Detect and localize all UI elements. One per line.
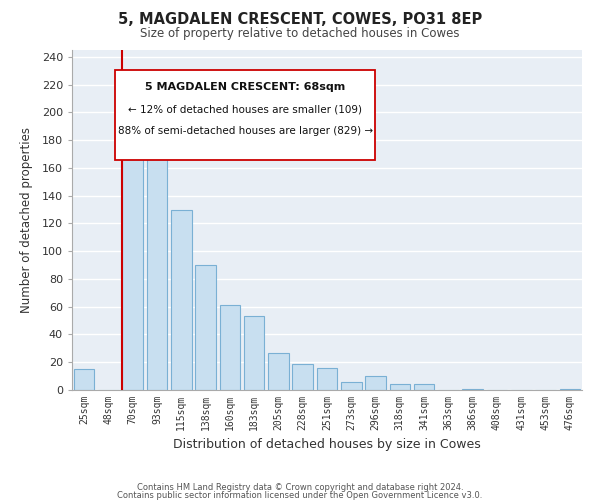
Text: 88% of semi-detached houses are larger (829) →: 88% of semi-detached houses are larger (… xyxy=(118,126,373,136)
Bar xyxy=(463,388,483,390)
Bar xyxy=(341,382,362,390)
Bar xyxy=(74,369,94,390)
FancyBboxPatch shape xyxy=(115,70,376,160)
X-axis label: Distribution of detached houses by size in Cowes: Distribution of detached houses by size … xyxy=(173,438,481,452)
Bar xyxy=(317,368,337,390)
Text: ← 12% of detached houses are smaller (109): ← 12% of detached houses are smaller (10… xyxy=(128,104,362,115)
Bar xyxy=(244,316,265,390)
Bar xyxy=(220,306,240,390)
Text: 5, MAGDALEN CRESCENT, COWES, PO31 8EP: 5, MAGDALEN CRESCENT, COWES, PO31 8EP xyxy=(118,12,482,28)
Y-axis label: Number of detached properties: Number of detached properties xyxy=(20,127,34,313)
Bar xyxy=(560,388,580,390)
Bar xyxy=(389,384,410,390)
Bar xyxy=(268,352,289,390)
Text: Size of property relative to detached houses in Cowes: Size of property relative to detached ho… xyxy=(140,28,460,40)
Text: Contains HM Land Registry data © Crown copyright and database right 2024.: Contains HM Land Registry data © Crown c… xyxy=(137,483,463,492)
Bar xyxy=(365,376,386,390)
Bar xyxy=(122,116,143,390)
Text: 5 MAGDALEN CRESCENT: 68sqm: 5 MAGDALEN CRESCENT: 68sqm xyxy=(145,82,346,92)
Text: Contains public sector information licensed under the Open Government Licence v3: Contains public sector information licen… xyxy=(118,492,482,500)
Bar xyxy=(146,125,167,390)
Bar xyxy=(292,364,313,390)
Bar xyxy=(195,265,216,390)
Bar xyxy=(171,210,191,390)
Bar xyxy=(414,384,434,390)
